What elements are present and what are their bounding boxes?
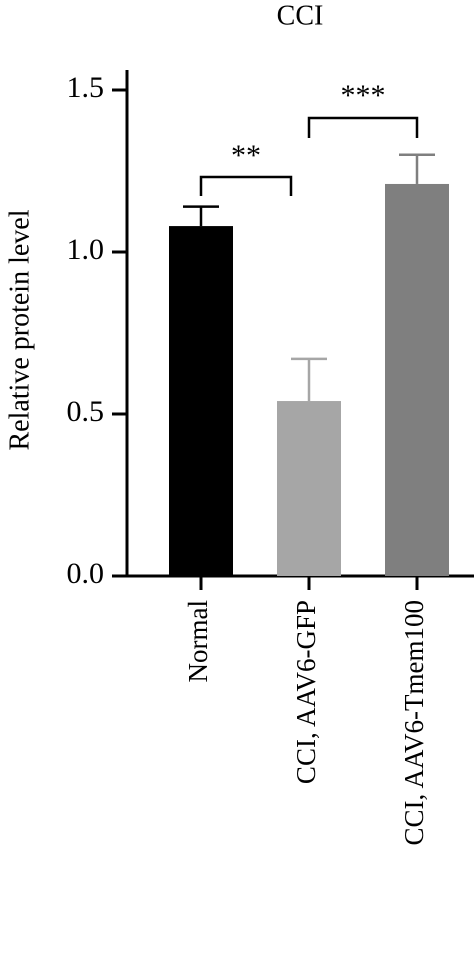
bar (277, 401, 341, 576)
error-bar (399, 153, 435, 184)
y-tick-label: 0.0 (67, 557, 105, 590)
significance-label: *** (341, 79, 386, 112)
bar (385, 183, 449, 576)
error-bar (183, 205, 219, 227)
significance-bracket (307, 116, 419, 138)
significance-label: ** (231, 139, 261, 172)
x-tick-label: CCI, AAV6-GFP (291, 600, 321, 784)
chart-title: CCI (277, 0, 324, 31)
error-bar (291, 357, 327, 402)
x-tick-label: Normal (183, 600, 213, 682)
significance-bracket (199, 175, 293, 196)
y-tick-label: 1.0 (67, 233, 105, 266)
y-tick-label: 0.5 (67, 395, 105, 428)
bar (169, 226, 233, 576)
y-axis-label: Relative protein level (4, 209, 35, 450)
x-tick-label: CCI, AAV6-Tmem100 (399, 600, 429, 846)
y-tick-label: 1.5 (67, 71, 105, 104)
